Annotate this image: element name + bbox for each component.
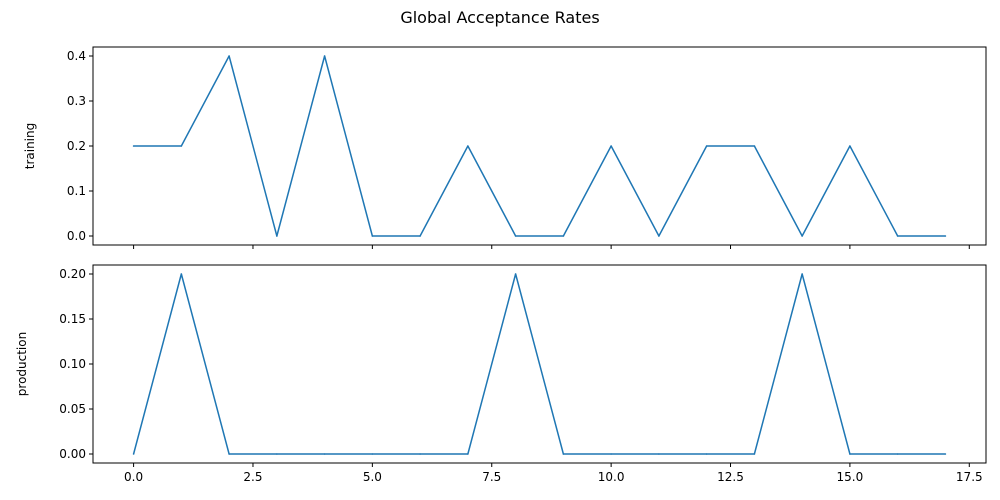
production-data-point: [849, 453, 851, 455]
production-xtick-label: 7.5: [482, 470, 501, 484]
training-data-point: [801, 235, 803, 237]
training-data-point: [753, 145, 756, 147]
training-data-point: [562, 235, 565, 237]
training-ylabel: training: [23, 123, 37, 170]
production-data-point: [944, 453, 947, 455]
training-data-point: [705, 145, 708, 147]
training-ytick-label: 0.4: [67, 49, 86, 63]
production-data-point: [371, 453, 374, 455]
training-series-line: [133, 55, 946, 237]
production-data-point: [753, 453, 756, 455]
production-ytick-label: 0.10: [59, 357, 86, 371]
production-data-point: [132, 453, 135, 455]
training-data-point: [896, 235, 899, 237]
production-xtick-label: 5.0: [363, 470, 382, 484]
training-data-point: [944, 235, 947, 237]
production-series-line: [132, 273, 946, 455]
production-axes: 0.0 2.5 5.0 7.5 10.0 12.5 15.0 17.5 0.00 0.05 0.10…: [15, 264, 987, 484]
training-axes: 0.0 0.1 0.2 0.3 0.4 training: [23, 46, 987, 249]
training-data-point: [228, 55, 230, 57]
training-data-point: [514, 235, 517, 237]
production-xtick-label: 17.5: [956, 470, 983, 484]
training-data-point: [323, 55, 326, 57]
production-ytick-label: 0.05: [59, 402, 86, 416]
training-data-point: [132, 145, 135, 147]
production-xtick-label: 10.0: [598, 470, 625, 484]
training-data-point: [467, 145, 469, 147]
production-data-point: [323, 453, 326, 455]
training-ytick-label: 0.1: [67, 184, 86, 198]
production-data-point: [896, 453, 899, 455]
training-data-point: [658, 235, 660, 237]
production-data-point: [514, 273, 517, 275]
subplot-panels: 0.0 0.1 0.2 0.3 0.4 training 0.0 2.5 5.0 7.5 10.0 1…: [15, 46, 987, 484]
production-xtick-label: 0.0: [124, 470, 143, 484]
training-ytick-label: 0.0: [67, 229, 86, 243]
production-ylabel: production: [15, 332, 29, 396]
production-ytick-label: 0.20: [59, 267, 86, 281]
training-data-point: [849, 145, 851, 147]
training-data-point: [371, 235, 374, 237]
training-data-point: [180, 145, 183, 147]
production-data-point: [419, 453, 421, 455]
production-data-point: [276, 453, 278, 455]
training-ytick-label: 0.2: [67, 139, 86, 153]
production-data-point: [467, 453, 469, 455]
production-xtick-label: 15.0: [837, 470, 864, 484]
production-data-point: [705, 453, 708, 455]
production-ytick-label: 0.15: [59, 312, 86, 326]
training-ytick-label: 0.3: [67, 94, 86, 108]
production-data-point: [180, 273, 183, 275]
production-ytick-label: 0.00: [59, 447, 86, 461]
production-data-point: [801, 273, 803, 275]
training-data-point: [610, 145, 612, 147]
production-xtick-label: 12.5: [717, 470, 744, 484]
production-data-point: [228, 453, 230, 455]
figure-title: Global Acceptance Rates: [400, 8, 599, 27]
training-data-point: [419, 235, 421, 237]
training-data-point: [276, 235, 278, 237]
production-xtick-label: 2.5: [243, 470, 262, 484]
production-data-point: [658, 453, 660, 455]
production-data-point: [562, 453, 565, 455]
production-data-point: [610, 453, 612, 455]
